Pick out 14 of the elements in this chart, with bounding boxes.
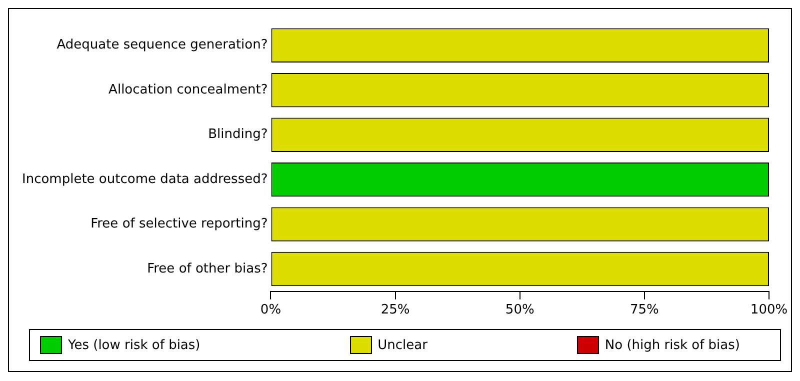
y-tick-label: Incomplete outcome data addressed? bbox=[22, 172, 268, 187]
y-tick-label: Blinding? bbox=[208, 127, 268, 142]
x-tick-label: 0% bbox=[260, 302, 282, 318]
x-tick-label: 50% bbox=[505, 302, 534, 318]
x-tick-label: 100% bbox=[750, 302, 788, 318]
x-tick-label: 75% bbox=[630, 302, 659, 318]
x-tick-label: 25% bbox=[380, 302, 410, 318]
legend-label: Yes (low risk of bias) bbox=[68, 338, 200, 352]
y-tick-label: Free of other bias? bbox=[147, 261, 268, 276]
y-tick-label: Adequate sequence generation? bbox=[56, 38, 268, 53]
legend-label: Unclear bbox=[378, 338, 428, 352]
y-tick-label: Allocation concealment? bbox=[108, 82, 268, 98]
legend-label: No (high risk of bias) bbox=[604, 338, 740, 352]
y-tick-label: Free of selective reporting? bbox=[90, 216, 268, 232]
